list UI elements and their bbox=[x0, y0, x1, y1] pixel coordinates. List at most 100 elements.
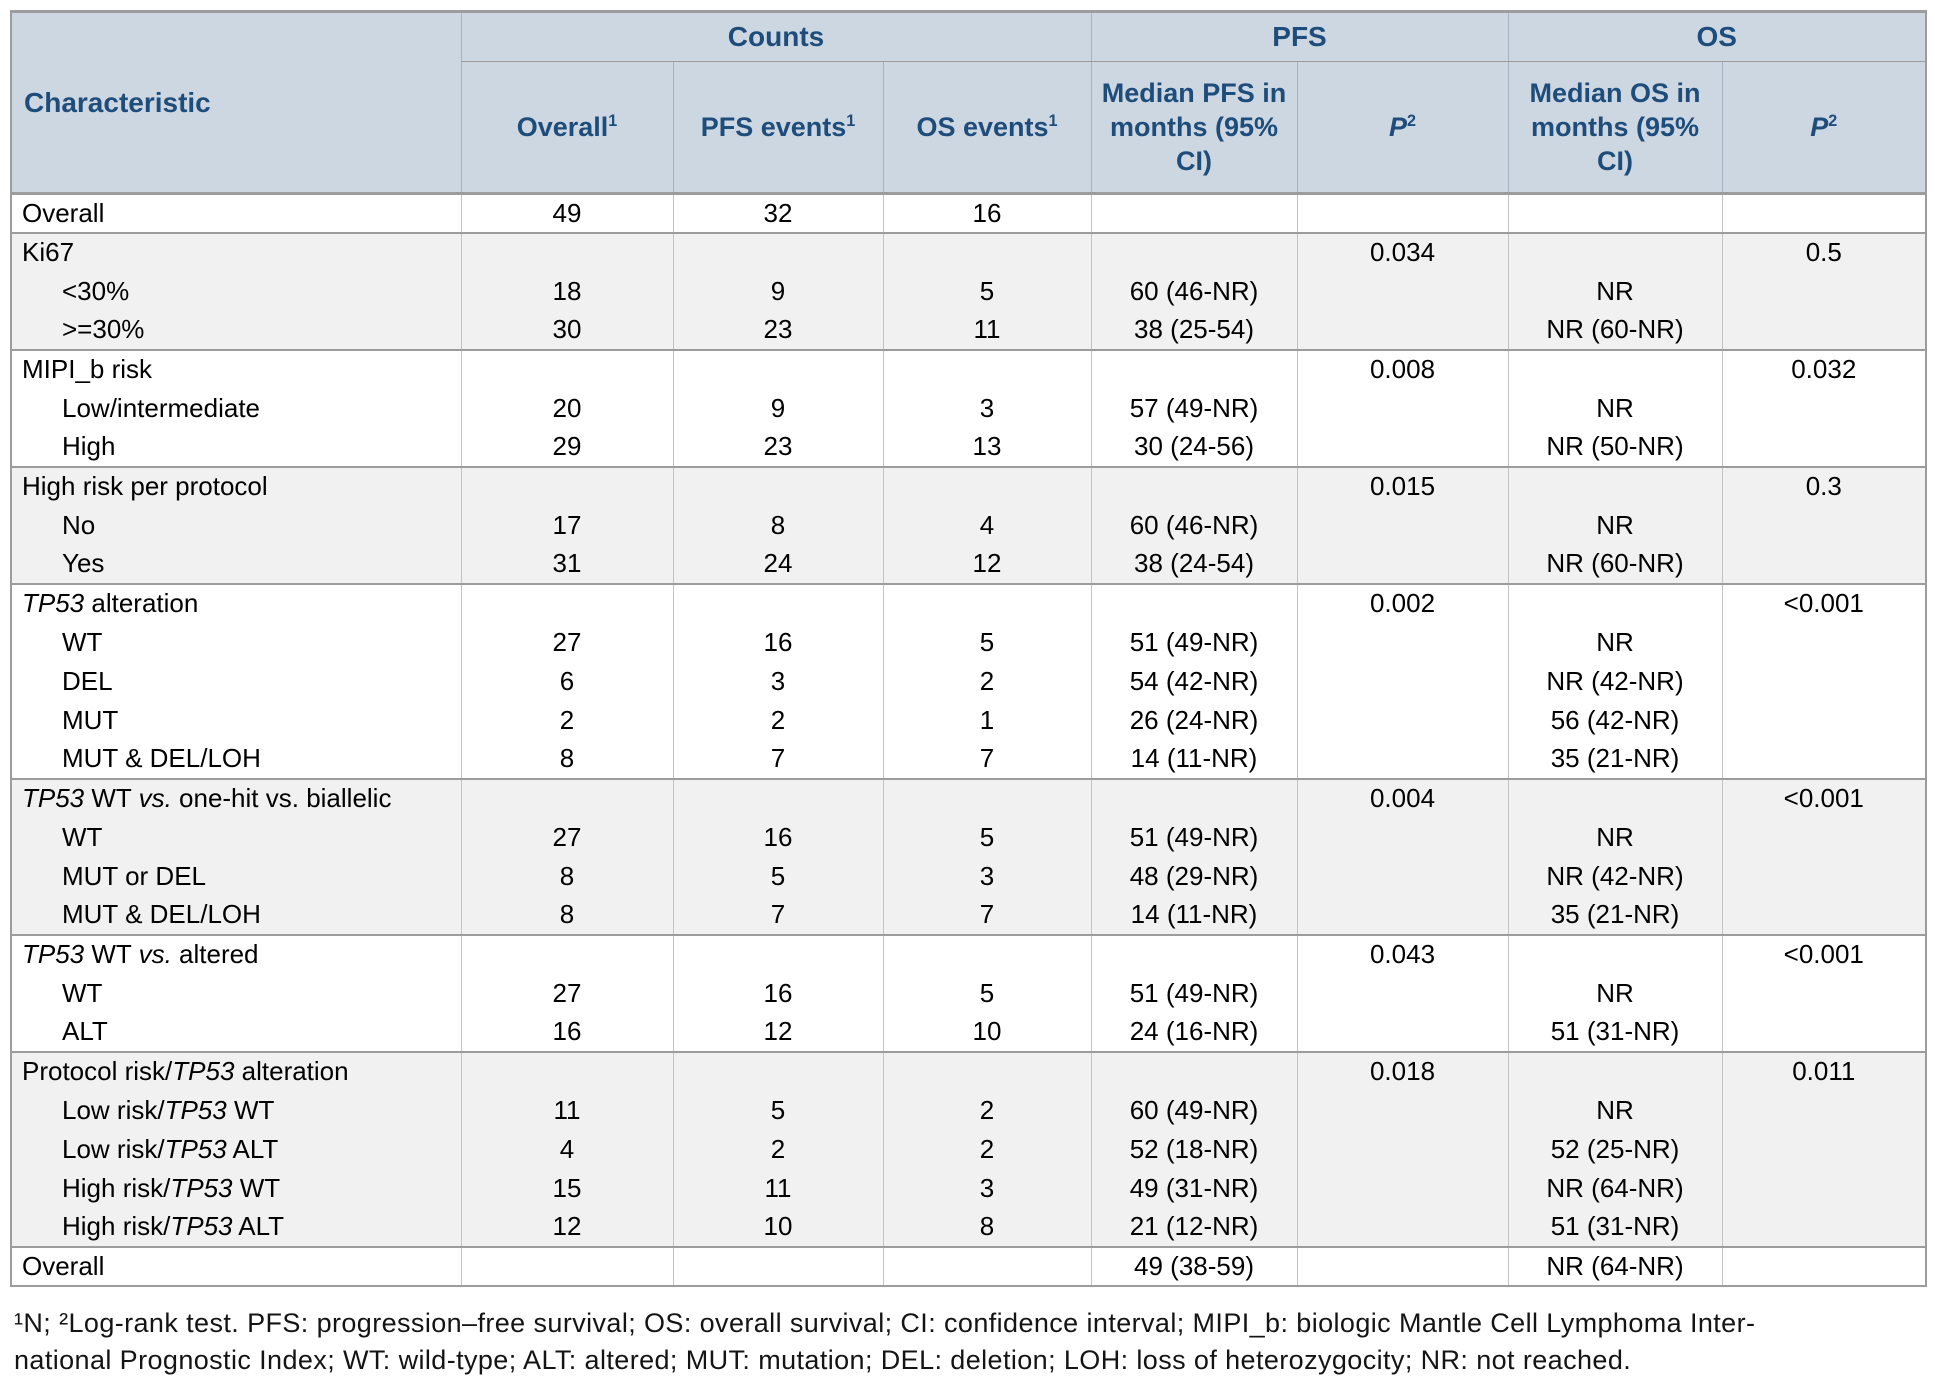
cell-median-pfs: 49 (38-59) bbox=[1090, 1245, 1298, 1286]
cell-overall bbox=[460, 1245, 673, 1286]
cell-os-events: 2 bbox=[882, 661, 1092, 701]
cell-p-pfs: 0.015 bbox=[1296, 465, 1509, 506]
footnote-line-1: ¹N; ²Log-rank test. PFS: progression–fre… bbox=[14, 1307, 1756, 1338]
cell-median-pfs: 21 (12-NR) bbox=[1090, 1207, 1298, 1247]
cell-median-pfs: 60 (49-NR) bbox=[1090, 1090, 1298, 1130]
cell-characteristic: WT bbox=[62, 626, 103, 657]
cell-os-events: 2 bbox=[882, 1129, 1092, 1169]
cell-pfs-events: 9 bbox=[672, 271, 883, 311]
cell-overall: 8 bbox=[460, 739, 673, 779]
cell-os-events: 10 bbox=[882, 1012, 1092, 1052]
cell-os-events: 12 bbox=[882, 544, 1092, 584]
cell-median-os: NR bbox=[1507, 973, 1723, 1013]
cell-pfs-events: 5 bbox=[672, 1090, 883, 1130]
cell-p-pfs bbox=[1296, 895, 1509, 935]
cell-pfs-events: 5 bbox=[672, 856, 883, 896]
cell-overall: 2 bbox=[460, 700, 673, 740]
cell-median-os: 51 (31-NR) bbox=[1507, 1012, 1723, 1052]
cell-characteristic: Low risk/TP53 WT bbox=[11, 1090, 461, 1130]
cell-pfs-events: 24 bbox=[672, 544, 883, 584]
cell-median-pfs: 51 (49-NR) bbox=[1090, 973, 1298, 1013]
group-row: Overall 49 32 16 bbox=[11, 192, 1927, 233]
cell-os-events: 3 bbox=[882, 856, 1092, 896]
cell-os-events: 2 bbox=[882, 1090, 1092, 1130]
group-row: TP53 WT vs. one-hit vs. biallelic 0.004 <0… bbox=[11, 777, 1927, 818]
cell-p-pfs bbox=[1296, 1245, 1509, 1286]
cell-os-events bbox=[882, 933, 1092, 974]
col-header-overall: Overall1 bbox=[460, 61, 673, 195]
cell-characteristic: WT bbox=[11, 817, 461, 857]
cell-median-os: 51 (31-NR) bbox=[1507, 1207, 1723, 1247]
cell-pfs-events: 12 bbox=[672, 1012, 883, 1052]
cell-p-os: 0.5 bbox=[1721, 231, 1927, 272]
cell-overall bbox=[460, 777, 673, 818]
cell-pfs-events: 2 bbox=[672, 1129, 883, 1169]
cell-p-pfs: 0.043 bbox=[1296, 933, 1509, 974]
cell-p-pfs bbox=[1296, 310, 1509, 350]
cell-p-os bbox=[1721, 271, 1927, 311]
cell-median-os: NR (42-NR) bbox=[1507, 661, 1723, 701]
cell-pfs-events bbox=[672, 465, 883, 506]
col-group-os: OS bbox=[1507, 11, 1927, 62]
cell-os-events: 7 bbox=[882, 895, 1092, 935]
cell-median-os: 35 (21-NR) bbox=[1507, 895, 1723, 935]
cell-p-os bbox=[1721, 895, 1927, 935]
cell-median-os bbox=[1507, 1050, 1723, 1091]
cell-characteristic: Overall bbox=[11, 1245, 461, 1286]
cell-characteristic: TP53 alteration bbox=[11, 582, 461, 623]
cell-overall: 6 bbox=[460, 661, 673, 701]
cell-characteristic: MIPI_b risk bbox=[11, 348, 461, 389]
cell-characteristic: Low risk/TP53 ALT bbox=[11, 1129, 461, 1169]
cell-pfs-events: 2 bbox=[672, 700, 883, 740]
cell-median-pfs: 60 (46-NR) bbox=[1090, 271, 1298, 311]
cell-median-pfs: 57 (49-NR) bbox=[1090, 388, 1298, 428]
cell-median-os bbox=[1507, 933, 1723, 974]
cell-os-events: 5 bbox=[882, 271, 1092, 311]
cell-pfs-events: 10 bbox=[672, 1207, 883, 1247]
col-header-median-pfs: Median PFS in months (95% CI) bbox=[1090, 61, 1298, 195]
col-header-p-os: P2 bbox=[1721, 61, 1927, 195]
group-row: TP53 WT vs. altered 0.043 <0.001 bbox=[11, 933, 1927, 974]
cell-median-os: NR (42-NR) bbox=[1507, 856, 1723, 896]
cell-p-os: <0.001 bbox=[1721, 933, 1927, 974]
cell-characteristic: MUT & DEL/LOH bbox=[11, 895, 461, 935]
cell-median-os bbox=[1507, 777, 1723, 818]
cell-characteristic: WT bbox=[62, 977, 103, 1008]
cell-p-os bbox=[1721, 739, 1927, 779]
cell-pfs-events: 9 bbox=[672, 388, 883, 428]
cell-overall bbox=[460, 1050, 673, 1091]
cell-characteristic: ALT bbox=[62, 1016, 108, 1046]
cell-median-pfs: 38 (24-54) bbox=[1090, 544, 1298, 584]
sub-row: >=30% 30 23 11 38 (25-54) NR (60-NR) bbox=[11, 310, 1927, 350]
cell-characteristic: High risk/TP53 WT bbox=[11, 1168, 461, 1208]
cell-median-os bbox=[1507, 465, 1723, 506]
cell-median-pfs: 14 (11-NR) bbox=[1090, 739, 1298, 779]
cell-p-pfs bbox=[1296, 505, 1509, 545]
cell-median-os: 56 (42-NR) bbox=[1507, 700, 1723, 740]
cell-pfs-events: 16 bbox=[672, 817, 883, 857]
cell-p-os bbox=[1721, 1245, 1927, 1286]
cell-p-pfs bbox=[1296, 973, 1509, 1013]
footnote-line-2: national Prognostic Index; WT: wild-type… bbox=[14, 1344, 1632, 1375]
cell-p-pfs bbox=[1296, 700, 1509, 740]
col-header-median-os: Median OS in months (95% CI) bbox=[1507, 61, 1723, 195]
sub-row: High 29 23 13 30 (24-56) NR (50-NR) bbox=[11, 427, 1927, 467]
cell-os-events: 3 bbox=[882, 388, 1092, 428]
cell-median-os: NR bbox=[1507, 388, 1723, 428]
cell-overall: 49 bbox=[460, 192, 673, 233]
cell-overall bbox=[460, 348, 673, 389]
cell-overall: 4 bbox=[460, 1129, 673, 1169]
cell-p-os: 0.3 bbox=[1721, 465, 1927, 506]
cell-median-pfs: 49 (31-NR) bbox=[1090, 1168, 1298, 1208]
cell-p-os bbox=[1721, 1129, 1927, 1169]
cell-pfs-events: 7 bbox=[672, 895, 883, 935]
cell-p-os bbox=[1721, 192, 1927, 233]
cell-median-os bbox=[1507, 582, 1723, 623]
cell-median-os: NR bbox=[1507, 817, 1723, 857]
col-header-characteristic: Characteristic bbox=[11, 11, 461, 195]
cell-overall: 8 bbox=[460, 856, 673, 896]
cell-os-events: 11 bbox=[882, 310, 1092, 350]
sub-row: No 17 8 4 60 (46-NR) NR bbox=[11, 505, 1927, 545]
cell-median-os bbox=[1507, 192, 1723, 233]
cell-p-os: <0.001 bbox=[1721, 777, 1927, 818]
